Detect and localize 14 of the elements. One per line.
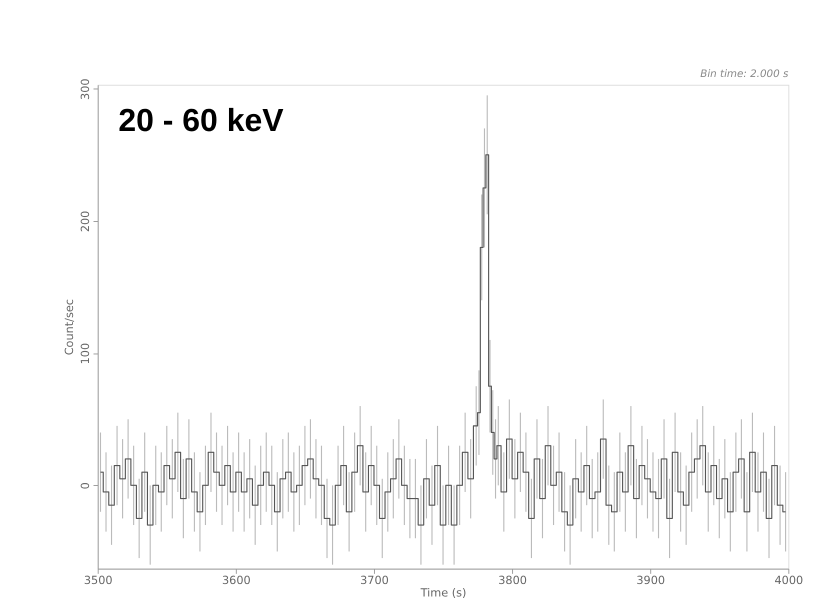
x-tick-label: 3500	[84, 574, 113, 588]
x-axis-title: Time (s)	[420, 586, 466, 600]
y-tick-label: 300	[78, 78, 92, 100]
x-tick-label: 3700	[360, 574, 389, 588]
text: Bin time: 2.000 s	[700, 68, 789, 80]
y-tick-label: 100	[78, 342, 92, 364]
y-tick-label: 200	[78, 210, 92, 232]
x-tick-label: 3800	[498, 574, 527, 588]
y-tick-label: 0	[78, 482, 92, 490]
x-tick-label: 4000	[774, 574, 804, 588]
y-axis-title: Count/sec	[62, 299, 76, 356]
x-tick-label: 3900	[636, 574, 666, 588]
annotation: 20 - 60 keV	[118, 102, 284, 138]
x-tick-label: 3600	[222, 574, 251, 588]
